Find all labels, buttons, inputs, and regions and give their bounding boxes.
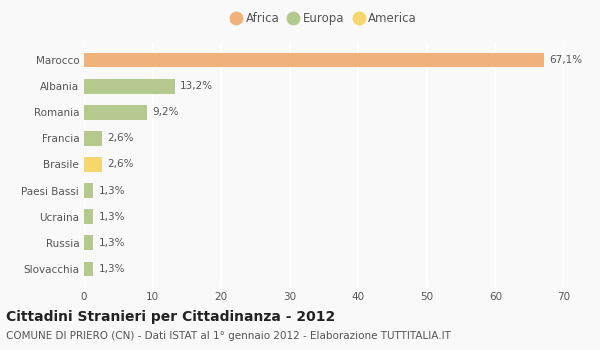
Text: 9,2%: 9,2%	[152, 107, 179, 117]
Bar	[84, 105, 147, 120]
Text: 1,3%: 1,3%	[98, 186, 125, 196]
Legend: Africa, Europa, America: Africa, Europa, America	[228, 9, 420, 29]
Bar	[84, 183, 93, 198]
Text: 1,3%: 1,3%	[98, 238, 125, 248]
Bar	[84, 53, 544, 68]
Text: 67,1%: 67,1%	[550, 55, 583, 65]
Bar	[84, 79, 175, 93]
Bar	[84, 236, 93, 250]
Text: COMUNE DI PRIERO (CN) - Dati ISTAT al 1° gennaio 2012 - Elaborazione TUTTITALIA.: COMUNE DI PRIERO (CN) - Dati ISTAT al 1°…	[6, 331, 451, 341]
Bar	[84, 209, 93, 224]
Text: 2,6%: 2,6%	[107, 160, 134, 169]
Text: 1,3%: 1,3%	[98, 264, 125, 274]
Text: 1,3%: 1,3%	[98, 212, 125, 222]
Text: 2,6%: 2,6%	[107, 133, 134, 143]
Bar	[84, 158, 102, 172]
Text: Cittadini Stranieri per Cittadinanza - 2012: Cittadini Stranieri per Cittadinanza - 2…	[6, 310, 335, 324]
Text: 13,2%: 13,2%	[180, 81, 213, 91]
Bar	[84, 131, 102, 146]
Bar	[84, 261, 93, 276]
